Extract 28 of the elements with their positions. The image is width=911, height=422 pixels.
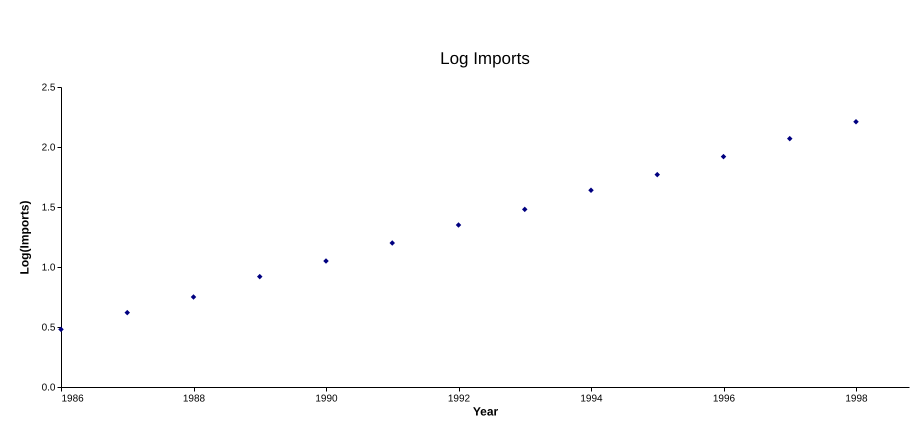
chart-title: Log Imports <box>440 49 530 68</box>
point <box>257 274 262 280</box>
point <box>323 258 329 264</box>
point <box>58 326 64 332</box>
point <box>787 136 792 142</box>
y-tick-label: 2.0 <box>42 142 56 154</box>
point <box>654 172 660 178</box>
point <box>853 119 859 125</box>
x-tick-label: 1986 <box>62 394 84 404</box>
x-tick-label: 1988 <box>182 394 206 404</box>
x-tick-label: 1990 <box>315 394 338 404</box>
x-tick-label: 1996 <box>712 394 736 404</box>
y-tick-label: 1.0 <box>42 262 56 274</box>
y-tick-label: 0.0 <box>42 382 56 394</box>
point <box>588 187 594 193</box>
x-axis-title: Year <box>472 404 499 418</box>
point <box>720 154 726 160</box>
x-tick-label: 1994 <box>580 394 604 404</box>
y-tick-label: 2.5 <box>42 82 56 94</box>
x-tick-label: 1998 <box>845 394 868 404</box>
point <box>124 310 130 316</box>
point <box>522 206 528 212</box>
point <box>456 222 462 228</box>
y-axis-title: Log(Imports) <box>18 200 32 274</box>
x-tick-label: 1992 <box>448 394 471 404</box>
point <box>190 294 196 300</box>
y-tick-label: 1.5 <box>42 202 56 214</box>
y-tick-label: 0.5 <box>42 322 56 334</box>
